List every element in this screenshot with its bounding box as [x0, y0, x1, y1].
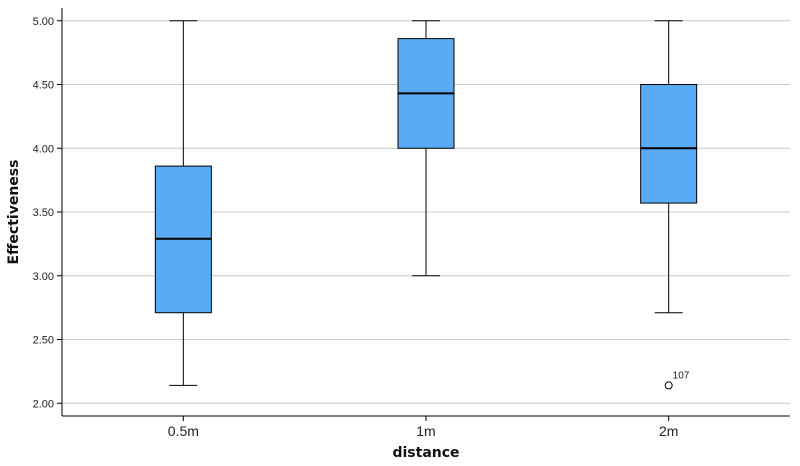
- y-tick-label: 4.00: [33, 143, 54, 155]
- x-tick-label: 0.5m: [168, 423, 199, 439]
- y-tick-label: 4.50: [33, 80, 54, 92]
- box-group-1m: [397, 20, 455, 277]
- y-tick-label: 2.50: [33, 335, 54, 347]
- plot-area: 107: [154, 20, 698, 390]
- y-axis-title: Effectiveness: [6, 160, 22, 265]
- box-group-0.5m: [154, 20, 212, 386]
- x-tick-label: 1m: [416, 423, 435, 439]
- y-tick-label: 3.50: [33, 207, 54, 219]
- x-axis-title: distance: [392, 445, 459, 461]
- outlier-point: [664, 381, 673, 390]
- x-axis: 0.5m 1m 2m: [62, 415, 790, 439]
- y-tick-label: 2.00: [33, 398, 54, 410]
- x-tick-label: 2m: [659, 423, 678, 439]
- box-group-2m: 107: [640, 20, 698, 390]
- y-tick-label: 5.00: [33, 16, 54, 28]
- outlier-label: 107: [673, 370, 690, 381]
- iqr-box: [640, 84, 698, 204]
- y-tick-label: 3.00: [33, 271, 54, 283]
- y-axis: 2.00 2.50 3.00 3.50 4.00 4.50 5.00: [33, 8, 63, 416]
